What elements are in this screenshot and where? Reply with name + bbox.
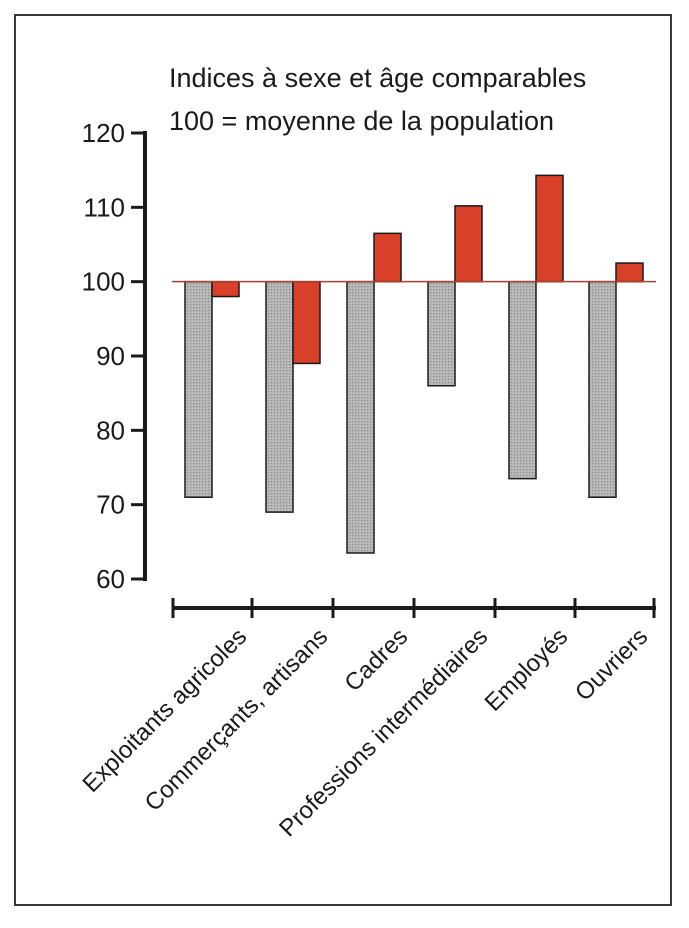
red-bar-3 xyxy=(373,232,402,283)
y-tick-label: 120 xyxy=(82,118,125,148)
x-tick-label: Employés xyxy=(480,623,574,717)
chart-title-line-2: 100 = moyenne de la population xyxy=(169,106,554,136)
chart-frame: Indices à sexe et âge comparables 100 = … xyxy=(14,14,672,906)
red-bar-5 xyxy=(535,174,564,283)
grey-bar-1 xyxy=(184,280,213,498)
grey-bar-2 xyxy=(265,280,294,513)
bar-chart: Indices à sexe et âge comparables 100 = … xyxy=(77,63,656,842)
red-bar-2 xyxy=(292,280,321,365)
red-bar-6 xyxy=(615,262,644,283)
grey-bar-3 xyxy=(346,280,375,554)
x-tick-label: Cadres xyxy=(339,623,413,697)
y-axis: 60 70 80 90 100 110 120 xyxy=(82,118,147,594)
grey-bar-4 xyxy=(427,280,456,387)
chart-title-line-1: Indices à sexe et âge comparables xyxy=(169,63,586,93)
y-tick-label: 60 xyxy=(96,564,125,594)
y-tick-label: 70 xyxy=(96,490,125,520)
red-bar-4 xyxy=(454,205,483,283)
y-tick-label: 80 xyxy=(96,415,125,445)
y-tick-label: 90 xyxy=(96,341,125,371)
chart-title: Indices à sexe et âge comparables 100 = … xyxy=(169,63,586,136)
y-tick-label: 100 xyxy=(82,267,125,297)
grey-bar-5 xyxy=(508,280,537,480)
y-tick-label: 110 xyxy=(84,192,125,222)
red-bar-1 xyxy=(211,280,240,298)
x-tick-label: Ouvriers xyxy=(570,623,653,706)
bars xyxy=(184,174,644,554)
grey-bar-6 xyxy=(588,280,617,498)
